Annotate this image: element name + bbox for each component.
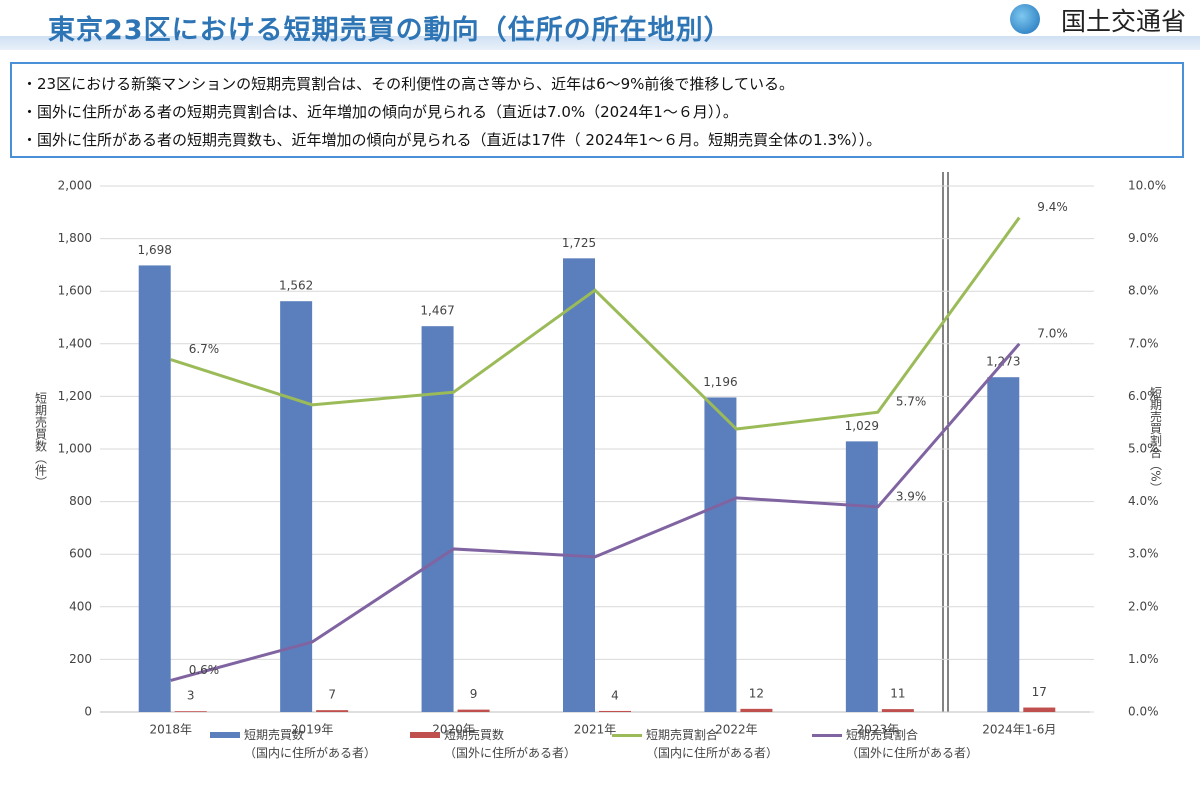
data-label: 1,196 bbox=[703, 375, 737, 389]
y-tick-label: 200 bbox=[69, 652, 92, 666]
data-label: 3.9% bbox=[896, 489, 927, 503]
header-band bbox=[0, 36, 1200, 50]
y-tick-label: 1,000 bbox=[58, 442, 92, 456]
x-tick-label: 2020年 bbox=[432, 723, 475, 737]
legend-label: 短期売買割合 （国内に住所がある者） bbox=[646, 728, 779, 760]
logo bbox=[1010, 4, 1040, 34]
y2-tick-label: 7.0% bbox=[1128, 336, 1159, 350]
summary-box: ・23区における新築マンションの短期売買割合は、その利便性の高さ等から、近年は6… bbox=[10, 62, 1184, 158]
bullet: ・国外に住所がある者の短期売買数も、近年増加の傾向が見られる（直近は17件（ 2… bbox=[22, 131, 882, 149]
y2-axis-label: 短期売買割合（%） bbox=[1149, 386, 1163, 494]
bullet: ・23区における新築マンションの短期売買割合は、その利便性の高さ等から、近年は6… bbox=[22, 75, 794, 93]
legend-swatch bbox=[210, 732, 240, 738]
legend-item: 短期売買数 （国外に住所がある者） bbox=[410, 726, 576, 762]
data-label: 1,467 bbox=[420, 304, 454, 318]
y2-tick-label: 0.0% bbox=[1128, 705, 1159, 719]
org-name: 国土交通省 bbox=[1060, 7, 1186, 36]
bar bbox=[599, 710, 631, 712]
legend-label: 短期売買数 （国外に住所がある者） bbox=[444, 728, 577, 760]
y2-tick-label: 5.0% bbox=[1128, 442, 1159, 456]
bullet: ・国外に住所がある者の短期売買割合は、近年増加の傾向が見られる（直近は7.0%（… bbox=[22, 103, 738, 121]
x-tick-label: 2023年 bbox=[857, 723, 900, 737]
data-label: 9 bbox=[470, 687, 478, 701]
data-label: 4 bbox=[611, 688, 619, 702]
y-tick-label: 800 bbox=[69, 494, 92, 508]
legend-swatch bbox=[612, 734, 642, 737]
data-label: 3 bbox=[187, 689, 195, 703]
data-label: 0.6% bbox=[189, 663, 220, 677]
bar bbox=[704, 397, 737, 712]
data-label: 1,029 bbox=[845, 419, 879, 433]
data-label: 6.7% bbox=[189, 342, 220, 356]
data-label: 17 bbox=[1032, 685, 1047, 699]
legend-label: 短期売買数 （国内に住所がある者） bbox=[244, 728, 377, 760]
bar bbox=[421, 326, 454, 712]
data-label: 7 bbox=[328, 688, 336, 702]
line bbox=[170, 216, 1021, 431]
y-tick-label: 600 bbox=[69, 547, 92, 561]
y2-tick-label: 9.0% bbox=[1128, 231, 1159, 245]
data-label: 5.7% bbox=[896, 395, 927, 409]
bar bbox=[316, 710, 349, 712]
legend: 短期売買数 （国内に住所がある者） 短期売買数 （国外に住所がある者） 短期売買割合… bbox=[0, 726, 1200, 786]
data-label: 1,698 bbox=[138, 243, 172, 257]
y-tick-label: 0 bbox=[84, 705, 92, 719]
y-tick-label: 1,400 bbox=[58, 336, 92, 350]
page-title: 東京23区における短期売買の動向（住所の所在地別） bbox=[48, 15, 732, 46]
bar bbox=[845, 441, 878, 712]
bar bbox=[174, 711, 207, 712]
y-tick-label: 2,000 bbox=[58, 179, 92, 193]
y-tick-label: 1,800 bbox=[58, 231, 92, 245]
bar bbox=[740, 708, 773, 712]
x-tick-label: 2018年 bbox=[149, 723, 192, 737]
y-tick-label: 1,600 bbox=[58, 284, 92, 298]
legend-item: 短期売買割合 （国外に住所がある者） bbox=[812, 726, 978, 762]
x-tick-label: 2024年1-6月 bbox=[982, 723, 1056, 737]
y2-tick-label: 2.0% bbox=[1128, 599, 1159, 613]
y2-tick-label: 3.0% bbox=[1128, 547, 1159, 561]
y-axis-label: 短期売買数（件） bbox=[34, 392, 48, 488]
bar bbox=[563, 258, 595, 712]
legend-label: 短期売買割合 （国外に住所がある者） bbox=[846, 728, 979, 760]
bar bbox=[138, 265, 171, 712]
y-tick-label: 1,200 bbox=[58, 389, 92, 403]
data-label: 9.4% bbox=[1037, 200, 1068, 214]
legend-item: 短期売買数 （国内に住所がある者） bbox=[210, 726, 376, 762]
data-label: 1,725 bbox=[562, 236, 596, 250]
y2-tick-label: 1.0% bbox=[1128, 652, 1159, 666]
y2-tick-label: 8.0% bbox=[1128, 284, 1159, 298]
line bbox=[170, 342, 1021, 682]
data-label: 1,562 bbox=[279, 279, 313, 293]
legend-swatch bbox=[410, 732, 440, 738]
data-label: 12 bbox=[749, 686, 764, 700]
data-label: 7.0% bbox=[1037, 326, 1068, 340]
bar bbox=[987, 377, 1020, 712]
y-tick-label: 400 bbox=[69, 599, 92, 613]
legend-swatch bbox=[812, 734, 842, 737]
header: 東京23区における短期売買の動向（住所の所在地別） 国土交通省 bbox=[0, 0, 1200, 58]
x-tick-label: 2022年 bbox=[715, 723, 758, 737]
x-tick-label: 2021年 bbox=[574, 723, 617, 737]
legend-item: 短期売買割合 （国内に住所がある者） bbox=[612, 726, 778, 762]
y2-tick-label: 10.0% bbox=[1128, 179, 1166, 193]
x-tick-label: 2019年 bbox=[291, 723, 334, 737]
bar bbox=[1023, 707, 1056, 712]
bar bbox=[457, 709, 490, 712]
y2-tick-label: 4.0% bbox=[1128, 494, 1159, 508]
y2-tick-label: 6.0% bbox=[1128, 389, 1159, 403]
data-label: 11 bbox=[890, 687, 905, 701]
bar bbox=[881, 709, 914, 712]
